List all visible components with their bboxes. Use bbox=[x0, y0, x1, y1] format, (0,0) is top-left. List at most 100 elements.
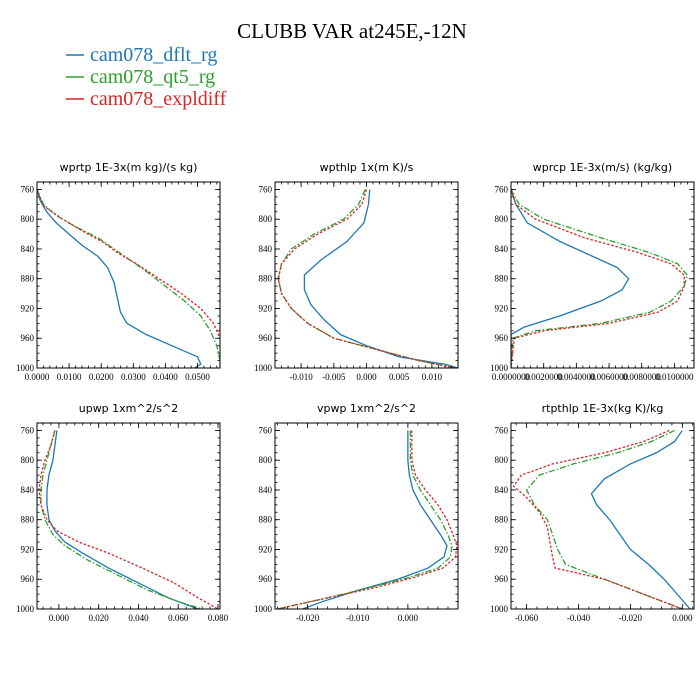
y-tick-label: 920 bbox=[495, 303, 509, 313]
y-tick-label: 920 bbox=[21, 303, 35, 313]
y-tick-label: 880 bbox=[495, 274, 509, 284]
x-tick-label: -0.010 bbox=[290, 372, 314, 382]
x-tick-label: 0.0000000 bbox=[492, 372, 531, 382]
y-tick-label: 840 bbox=[495, 244, 509, 254]
series-line-cam078_dflt_rg bbox=[46, 430, 199, 609]
plot-frame bbox=[36, 181, 221, 369]
series-line-cam078_expldiff bbox=[277, 189, 455, 368]
y-tick-label: 880 bbox=[495, 515, 509, 525]
panel-title: vpwp 1xm^2/s^2 bbox=[317, 402, 416, 415]
panel-title: wprcp 1E-3x(m/s) (kg/kg) bbox=[533, 161, 672, 174]
chart-panel: vpwp 1xm^2/s^2 -0.020 -0.010 0.000 760 800 840… bbox=[254, 402, 459, 623]
y-tick-label: 800 bbox=[495, 455, 509, 465]
panels: wprtp 1E-3x(m kg)/(s kg) 0.0000 0.0100 0.02… bbox=[16, 161, 695, 623]
y-tick-label: 760 bbox=[259, 184, 273, 194]
plot-frame bbox=[510, 422, 695, 610]
y-tick-label: 800 bbox=[495, 214, 509, 224]
series-line-cam078_dflt_rg bbox=[303, 189, 458, 368]
legend: cam078_dflt_rgcam078_qt5_rgcam078_expldi… bbox=[66, 44, 227, 110]
x-tick-label: 0.010 bbox=[422, 372, 443, 382]
y-tick-label: 1000 bbox=[254, 604, 273, 614]
x-tick-label: 0.0000 bbox=[25, 372, 50, 382]
y-tick-label: 760 bbox=[495, 184, 509, 194]
x-tick-label: 0.000 bbox=[49, 613, 70, 623]
y-tick-label: 880 bbox=[21, 274, 35, 284]
y-tick-label: 880 bbox=[21, 515, 35, 525]
series-line-cam078_dflt_rg bbox=[302, 430, 448, 609]
panel-title: rtpthlp 1E-3x(kg K)/kg bbox=[542, 402, 664, 415]
y-tick-label: 840 bbox=[495, 485, 509, 495]
figure-title: CLUBB VAR at245E,-12N bbox=[237, 19, 467, 43]
y-tick-label: 800 bbox=[259, 214, 273, 224]
y-tick-label: 1000 bbox=[16, 604, 35, 614]
legend-entry: cam078_dflt_rg bbox=[90, 44, 217, 66]
x-tick-label: 0.080 bbox=[208, 613, 229, 623]
panel-title: wpthlp 1x(m K)/s bbox=[320, 161, 414, 174]
plot-frame bbox=[510, 181, 695, 369]
x-tick-label: 0.0080000 bbox=[623, 372, 662, 382]
x-tick-label: 0.000 bbox=[356, 372, 377, 382]
y-tick-label: 960 bbox=[495, 574, 509, 584]
x-tick-label: 0.0100000 bbox=[655, 372, 694, 382]
y-tick-label: 840 bbox=[259, 485, 273, 495]
y-tick-label: 1000 bbox=[490, 363, 509, 373]
y-tick-label: 920 bbox=[259, 303, 273, 313]
series-line-cam078_qt5_rg bbox=[511, 189, 689, 368]
chart-panel: wprcp 1E-3x(m/s) (kg/kg) 0.00000000.00200… bbox=[490, 161, 695, 382]
y-tick-label: 880 bbox=[259, 515, 273, 525]
x-tick-label: 0.0040000 bbox=[557, 372, 596, 382]
chart-panel: upwp 1xm^2/s^2 0.000 0.020 0.040 0.060 0.080 7… bbox=[16, 402, 229, 623]
x-tick-label: 0.0100 bbox=[57, 372, 82, 382]
x-tick-label: 0.040 bbox=[128, 613, 149, 623]
series-line-cam078_expldiff bbox=[37, 189, 220, 342]
y-tick-label: 760 bbox=[259, 425, 273, 435]
x-tick-label: -0.060 bbox=[515, 613, 539, 623]
y-tick-label: 840 bbox=[21, 244, 35, 254]
x-tick-label: 0.0200 bbox=[89, 372, 114, 382]
series-line-cam078_dflt_rg bbox=[511, 189, 630, 368]
x-tick-label: 0.0020000 bbox=[525, 372, 564, 382]
y-tick-label: 960 bbox=[21, 574, 35, 584]
series-line-cam078_qt5_rg bbox=[277, 430, 453, 609]
y-tick-label: 960 bbox=[259, 574, 273, 584]
series-line-cam078_expldiff bbox=[512, 429, 683, 609]
x-tick-label: 0.0060000 bbox=[590, 372, 629, 382]
y-tick-label: 1000 bbox=[490, 604, 509, 614]
chart-panel: wpthlp 1x(m K)/s -0.010 -0.005 0.000 0.005 0.… bbox=[254, 161, 459, 382]
x-tick-label: -0.020 bbox=[619, 613, 643, 623]
x-tick-label: 0.005 bbox=[389, 372, 410, 382]
x-tick-label: -0.020 bbox=[296, 613, 320, 623]
series-line-cam078_dflt_rg bbox=[37, 189, 202, 368]
y-tick-label: 800 bbox=[21, 214, 35, 224]
series-line-cam078_qt5_rg bbox=[525, 429, 683, 609]
series-line-cam078_expldiff bbox=[277, 430, 458, 609]
series-line-cam078_qt5_rg bbox=[40, 430, 203, 609]
x-tick-label: -0.010 bbox=[346, 613, 370, 623]
x-tick-label: 0.000 bbox=[398, 613, 419, 623]
series-line-cam078_dflt_rg bbox=[590, 430, 691, 609]
y-tick-label: 760 bbox=[21, 425, 35, 435]
panel-title: upwp 1xm^2/s^2 bbox=[79, 402, 179, 415]
x-tick-label: 0.0500 bbox=[185, 372, 210, 382]
series-line-cam078_qt5_rg bbox=[37, 189, 220, 368]
x-tick-label: -0.005 bbox=[322, 372, 346, 382]
y-tick-label: 960 bbox=[259, 333, 273, 343]
chart-panel: wprtp 1E-3x(m kg)/(s kg) 0.0000 0.0100 0.02… bbox=[16, 161, 221, 382]
legend-entry: cam078_expldiff bbox=[90, 88, 227, 110]
y-tick-label: 760 bbox=[21, 184, 35, 194]
series-line-cam078_expldiff bbox=[511, 189, 685, 368]
x-tick-label: 0.0300 bbox=[121, 372, 146, 382]
x-tick-label: 0.020 bbox=[89, 613, 110, 623]
y-tick-label: 840 bbox=[259, 244, 273, 254]
y-tick-label: 800 bbox=[259, 455, 273, 465]
plot-frame bbox=[274, 422, 459, 610]
series-line-cam078_expldiff bbox=[38, 430, 219, 609]
x-tick-label: 0.0400 bbox=[153, 372, 178, 382]
y-tick-label: 920 bbox=[259, 544, 273, 554]
x-tick-label: 0.060 bbox=[168, 613, 189, 623]
y-tick-label: 960 bbox=[21, 333, 35, 343]
y-tick-label: 840 bbox=[21, 485, 35, 495]
y-tick-label: 960 bbox=[495, 333, 509, 343]
panel-title: wprtp 1E-3x(m kg)/(s kg) bbox=[60, 161, 198, 174]
